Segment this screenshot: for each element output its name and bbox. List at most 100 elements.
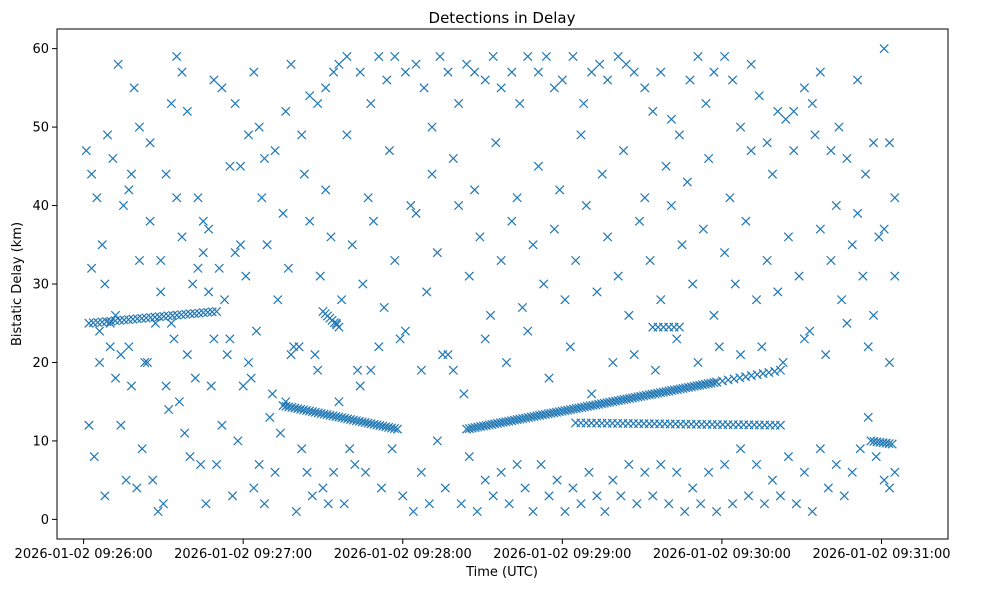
data-point <box>491 138 501 148</box>
data-point <box>871 451 881 462</box>
data-point <box>177 67 187 77</box>
data-point <box>195 459 206 470</box>
data-point <box>565 342 575 352</box>
data-point <box>735 122 746 132</box>
data-point <box>549 408 559 418</box>
data-point <box>681 383 691 393</box>
x-tick-label: 2026-01-02 09:30:00 <box>653 547 791 562</box>
data-point <box>230 247 240 258</box>
data-points <box>81 43 900 517</box>
data-point <box>94 357 105 368</box>
data-point <box>852 75 863 85</box>
data-point <box>648 491 658 501</box>
data-point <box>507 216 517 226</box>
data-point <box>478 421 489 431</box>
data-point <box>270 467 280 477</box>
data-point <box>704 153 714 164</box>
data-point <box>588 400 598 410</box>
data-point <box>134 122 145 132</box>
data-point <box>666 114 677 124</box>
data-point <box>384 422 394 432</box>
data-point <box>142 357 153 368</box>
data-point <box>501 357 512 368</box>
data-point <box>890 467 900 477</box>
data-point <box>395 334 405 344</box>
data-point <box>610 396 621 406</box>
data-point <box>357 417 367 427</box>
data-point <box>805 326 815 336</box>
data-point <box>134 255 145 266</box>
data-point <box>540 409 550 419</box>
data-point <box>262 240 272 250</box>
plot-area <box>57 29 948 539</box>
data-point <box>81 145 91 156</box>
x-tick-label: 2026-01-02 09:28:00 <box>334 547 472 562</box>
data-point <box>581 200 591 211</box>
data-point <box>467 423 477 433</box>
data-point <box>249 67 259 77</box>
data-point <box>608 475 618 485</box>
data-point <box>310 407 320 417</box>
data-point <box>400 67 411 77</box>
data-point <box>667 385 677 396</box>
data-point <box>354 416 364 426</box>
data-point <box>161 381 171 391</box>
data-point <box>121 475 131 485</box>
y-tick-label: 10 <box>32 434 49 449</box>
data-point <box>674 130 684 140</box>
data-point <box>557 406 567 416</box>
data-point <box>669 385 680 395</box>
data-point <box>773 287 783 297</box>
data-point <box>568 404 578 414</box>
data-point <box>689 381 699 391</box>
data-point <box>518 413 528 424</box>
data-point <box>219 295 230 305</box>
data-point <box>166 318 176 328</box>
y-tick-label: 30 <box>32 278 49 293</box>
data-point <box>382 75 392 85</box>
data-point <box>517 302 528 313</box>
y-axis-ticks: 0 10 20 30 40 50 60 <box>32 42 57 528</box>
data-point <box>706 378 716 388</box>
data-point <box>585 401 595 411</box>
data-point <box>182 349 192 360</box>
data-point <box>480 75 490 85</box>
data-point <box>302 467 312 477</box>
data-point <box>84 420 94 430</box>
data-point <box>618 145 629 156</box>
data-point <box>666 200 677 211</box>
data-point <box>461 59 472 69</box>
data-point <box>378 421 388 431</box>
data-point <box>571 255 581 266</box>
data-point <box>879 224 889 234</box>
data-point <box>874 232 884 242</box>
data-point <box>283 263 294 273</box>
data-point <box>225 334 235 344</box>
data-point <box>148 475 158 485</box>
data-point <box>286 59 296 69</box>
data-point <box>366 419 376 429</box>
data-point <box>323 499 333 509</box>
data-point <box>632 499 642 509</box>
data-point <box>752 369 762 380</box>
data-point <box>554 407 564 417</box>
data-point <box>270 145 280 156</box>
data-point <box>145 216 155 226</box>
data-point <box>350 459 360 470</box>
data-point <box>488 51 498 62</box>
data-point <box>334 397 344 407</box>
data-point <box>316 408 326 419</box>
data-point <box>153 506 163 517</box>
data-point <box>124 185 134 195</box>
data-point <box>100 279 110 289</box>
data-point <box>254 122 264 132</box>
data-point <box>599 398 609 408</box>
data-point <box>730 279 740 289</box>
data-point <box>528 506 538 517</box>
data-point <box>735 444 746 454</box>
data-point <box>158 499 169 509</box>
data-point <box>172 51 182 62</box>
data-point <box>526 412 536 422</box>
data-point <box>523 412 534 423</box>
data-point <box>267 389 278 399</box>
